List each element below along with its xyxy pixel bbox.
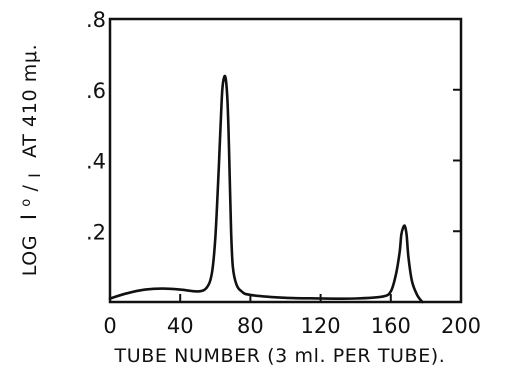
y-tick-label: .4 — [86, 150, 106, 174]
y-axis-title-slash: / — [19, 185, 41, 192]
y-axis-title-i: I — [25, 173, 44, 178]
x-tick-label: 160 — [371, 314, 411, 338]
y-axis-ticks: .2 .4 .6 .8 — [86, 8, 461, 244]
y-tick-label: .2 — [86, 220, 106, 244]
y-axis-title-i0-subscript: o — [19, 198, 34, 207]
y-tick-label: .8 — [86, 8, 106, 32]
x-tick-label: 0 — [103, 314, 116, 338]
x-axis-title: TUBE NUMBER (3 ml. PER TUBE). — [114, 345, 446, 367]
y-axis-title-i0: I — [17, 213, 41, 220]
x-tick-label: 80 — [237, 314, 264, 338]
absorbance-curve — [108, 74, 424, 304]
x-tick-label: 40 — [167, 314, 194, 338]
y-axis-title: LOG I o / I AT 410 mμ. — [13, 44, 45, 276]
x-axis-ticks: 0 40 80 120 160 200 — [103, 294, 481, 338]
y-axis-title-rest: AT 410 mμ. — [19, 44, 41, 158]
x-tick-label: 200 — [441, 314, 481, 338]
y-tick-label: .6 — [86, 79, 106, 103]
svg-text:LOG I o /: LOG I o / I AT 410 mμ. — [13, 44, 45, 276]
y-axis-title-log: LOG — [19, 235, 41, 276]
x-tick-label: 120 — [301, 314, 341, 338]
